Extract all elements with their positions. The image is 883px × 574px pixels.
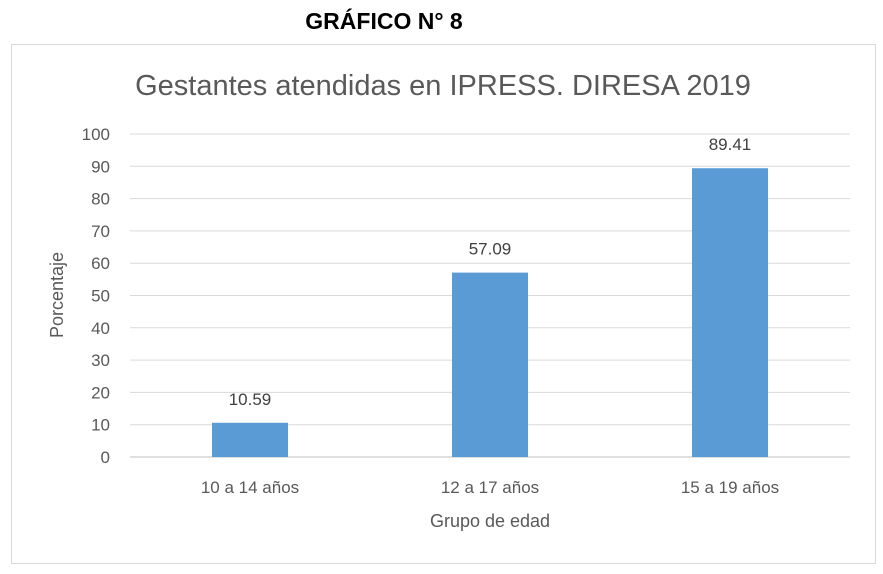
data-label: 89.41 <box>709 135 752 154</box>
x-axis-label: Grupo de edad <box>430 511 550 531</box>
bar <box>452 272 528 457</box>
figure-heading: GRÁFICO N° 8 <box>305 8 463 34</box>
y-tick-label: 90 <box>91 157 110 176</box>
x-tick-label: 10 a 14 años <box>201 478 299 497</box>
x-axis-ticks: 10 a 14 años 12 a 17 años 15 a 19 años <box>201 478 779 497</box>
bar <box>212 422 288 457</box>
y-tick-label: 60 <box>91 254 110 273</box>
y-tick-label: 20 <box>91 383 110 402</box>
bars: 10.59 57.09 89.41 <box>212 135 768 458</box>
x-tick-label: 12 a 17 años <box>441 478 539 497</box>
y-tick-label: 30 <box>91 351 110 370</box>
bar <box>692 168 768 458</box>
data-label: 57.09 <box>469 240 512 259</box>
y-tick-label: 10 <box>91 416 110 435</box>
data-label: 10.59 <box>229 390 272 409</box>
y-tick-label: 50 <box>91 287 110 306</box>
x-tick-label: 15 a 19 años <box>681 478 779 497</box>
chart-title: Gestantes atendidas en IPRESS. DIRESA 20… <box>135 70 751 102</box>
y-tick-label: 70 <box>91 222 110 241</box>
y-axis-ticks: 0 10 20 30 40 50 60 70 80 90 100 <box>82 125 110 467</box>
y-tick-label: 0 <box>101 448 110 467</box>
y-tick-label: 100 <box>82 125 110 144</box>
y-tick-label: 40 <box>91 319 110 338</box>
y-tick-label: 80 <box>91 190 110 209</box>
y-axis-label: Porcentaje <box>47 252 67 338</box>
